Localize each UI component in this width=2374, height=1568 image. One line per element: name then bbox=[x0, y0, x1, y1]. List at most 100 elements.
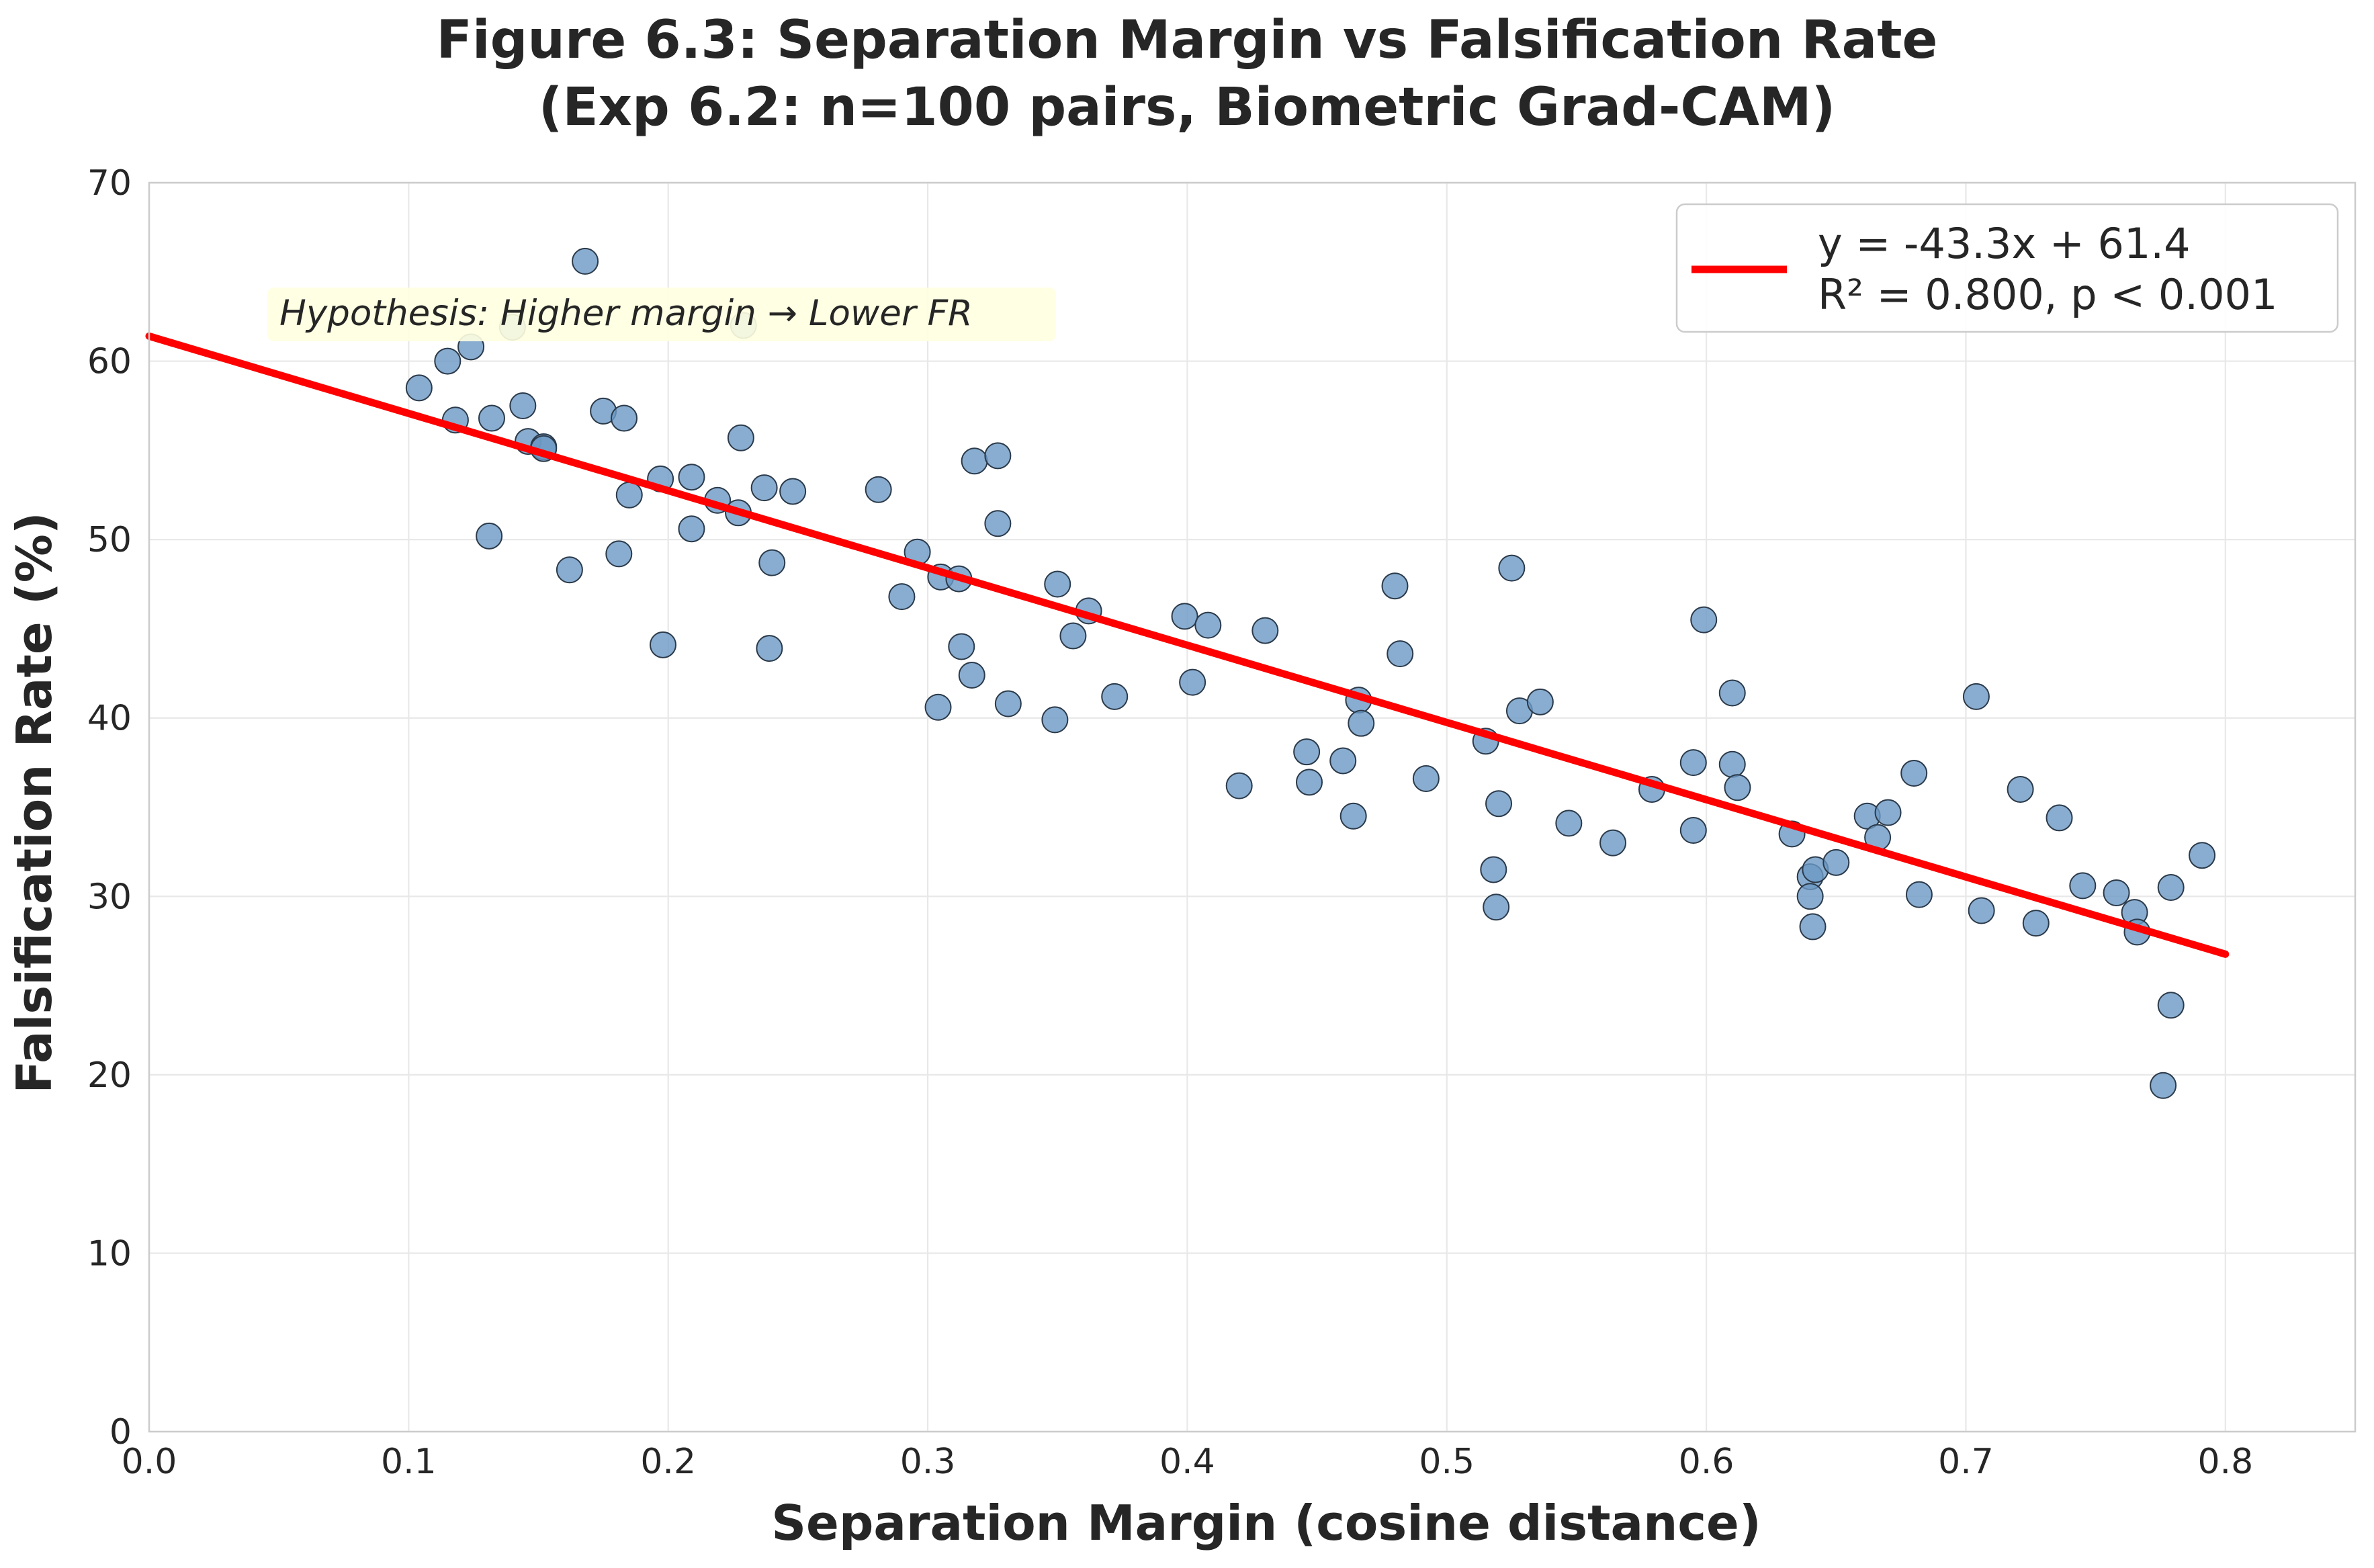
x-axis-label: Separation Margin (cosine distance) bbox=[771, 1495, 1761, 1551]
scatter-point bbox=[1225, 772, 1253, 799]
scatter-point bbox=[865, 476, 892, 503]
annotation-text: Hypothesis: Higher margin → Lower FR bbox=[279, 293, 973, 334]
y-tick-label: 50 bbox=[87, 520, 132, 560]
scatter-point bbox=[1599, 829, 1627, 857]
scatter-point bbox=[434, 347, 461, 375]
x-tick-label: 0.8 bbox=[2197, 1442, 2253, 1482]
scatter-point bbox=[750, 474, 778, 502]
scatter-point bbox=[984, 442, 1012, 470]
scatter-point bbox=[1799, 913, 1827, 941]
scatter-point bbox=[1171, 603, 1198, 630]
x-tick-label: 0.6 bbox=[1679, 1442, 1734, 1482]
annotation-box: Hypothesis: Higher margin → Lower FR bbox=[267, 288, 1056, 341]
scatter-point bbox=[1101, 683, 1129, 710]
scatter-point bbox=[1900, 760, 1928, 787]
scatter-point bbox=[1194, 611, 1222, 639]
scatter-point bbox=[1526, 688, 1554, 715]
scatter-point bbox=[1718, 750, 1746, 778]
legend-line2: R² = 0.800, p < 0.001 bbox=[1818, 270, 2277, 319]
y-tick-label: 30 bbox=[87, 877, 132, 917]
scatter-point bbox=[984, 510, 1012, 537]
scatter-point bbox=[605, 540, 633, 568]
chart-subtitle: (Exp 6.2: n=100 pairs, Biometric Grad-CA… bbox=[539, 77, 1836, 138]
scatter-point bbox=[611, 404, 638, 432]
legend-box bbox=[1675, 203, 2339, 333]
scatter-point bbox=[2046, 804, 2073, 832]
scatter-point bbox=[572, 247, 599, 275]
scatter-point bbox=[2103, 879, 2130, 906]
y-axis-label: Falsification Rate (%) bbox=[6, 512, 62, 1094]
scatter-point bbox=[948, 633, 975, 660]
legend: y = -43.3x + 61.4 R² = 0.800, p < 0.001 bbox=[1675, 203, 2339, 333]
scatter-point bbox=[1329, 747, 1357, 775]
scatter-point bbox=[1041, 706, 1069, 734]
fit-layer bbox=[145, 332, 2230, 958]
scatter-point bbox=[405, 374, 433, 402]
y-tick-label: 10 bbox=[87, 1233, 132, 1274]
scatter-point bbox=[1412, 765, 1440, 793]
scatter-point bbox=[1498, 554, 1526, 582]
scatter-point bbox=[678, 464, 705, 491]
scatter-point bbox=[1485, 790, 1513, 818]
scatter-point bbox=[1295, 769, 1323, 796]
regression-line bbox=[145, 332, 2230, 958]
x-tick-label: 0.5 bbox=[1419, 1442, 1475, 1482]
scatter-point bbox=[1724, 774, 1751, 801]
scatter-point bbox=[678, 515, 705, 543]
scatter-point bbox=[1179, 668, 1206, 696]
scatter-point bbox=[1480, 856, 1507, 883]
scatter-point bbox=[994, 690, 1022, 717]
scatter-point bbox=[1905, 881, 1933, 908]
scatter-point bbox=[1348, 709, 1375, 737]
scatter-point bbox=[1679, 749, 1707, 777]
scatter-point bbox=[1796, 883, 1824, 910]
x-tick-labels: 0.0 0.1 0.2 0.3 0.4 0.5 0.6 0.7 0.8 bbox=[122, 1442, 2254, 1482]
scatter-point bbox=[1968, 897, 1995, 924]
scatter-point bbox=[1044, 570, 1071, 598]
y-tick-label: 70 bbox=[87, 163, 132, 204]
scatter-point bbox=[2157, 992, 2185, 1019]
x-tick-label: 0.0 bbox=[122, 1442, 177, 1482]
scatter-point bbox=[924, 693, 952, 721]
scatter-point bbox=[1483, 894, 1510, 921]
x-tick-label: 0.3 bbox=[900, 1442, 956, 1482]
scatter-point bbox=[1822, 848, 1850, 876]
scatter-point bbox=[727, 424, 754, 451]
scatter-point bbox=[961, 447, 988, 475]
scatter-point bbox=[756, 635, 783, 662]
scatter-point bbox=[2069, 872, 2097, 900]
legend-line1: y = -43.3x + 61.4 bbox=[1818, 219, 2191, 268]
scatter-point bbox=[509, 392, 537, 419]
scatter-point bbox=[2007, 775, 2034, 803]
y-tick-label: 20 bbox=[87, 1055, 132, 1096]
scatter-point bbox=[2189, 842, 2216, 869]
x-tick-label: 0.4 bbox=[1159, 1442, 1215, 1482]
scatter-point bbox=[1555, 810, 1583, 837]
scatter-point bbox=[1251, 617, 1279, 644]
scatter-point bbox=[615, 481, 643, 509]
y-tick-label: 40 bbox=[87, 699, 132, 739]
scatter-point bbox=[1339, 802, 1367, 830]
scatter-point bbox=[2150, 1072, 2177, 1099]
scatter-point bbox=[478, 404, 505, 432]
x-tick-label: 0.2 bbox=[640, 1442, 696, 1482]
y-tick-label: 60 bbox=[87, 342, 132, 382]
chart-title: Figure 6.3: Separation Margin vs Falsifi… bbox=[437, 10, 1938, 71]
x-tick-label: 0.7 bbox=[1938, 1442, 1994, 1482]
scatter-point bbox=[779, 478, 807, 505]
y-tick-label: 0 bbox=[109, 1412, 132, 1452]
scatter-point bbox=[1679, 817, 1707, 844]
scatter-point bbox=[1962, 683, 1990, 710]
scatter-point bbox=[1387, 640, 1414, 668]
annotation-background bbox=[267, 288, 1056, 341]
scatter-point bbox=[476, 522, 503, 550]
scatter-point bbox=[1293, 738, 1321, 766]
scatter-point bbox=[758, 549, 786, 576]
scatter-point bbox=[1718, 679, 1746, 707]
scatter-point bbox=[2157, 874, 2185, 902]
scatter-point bbox=[1874, 799, 1902, 826]
scatter-point bbox=[2022, 910, 2050, 937]
plot-frame bbox=[148, 181, 2357, 1433]
scatter-point bbox=[556, 556, 583, 584]
